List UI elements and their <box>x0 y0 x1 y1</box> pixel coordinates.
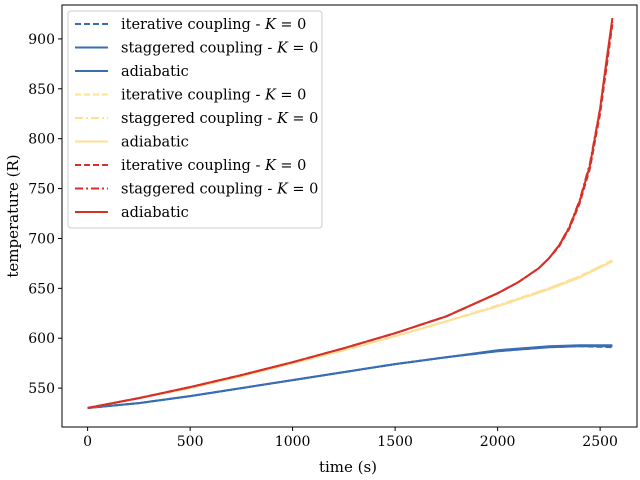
x-tick-label: 2000 <box>480 434 516 450</box>
legend-label: adiabatic <box>121 205 189 221</box>
x-tick-label: 1500 <box>377 434 413 450</box>
x-tick-label: 2500 <box>582 434 618 450</box>
y-tick-label: 850 <box>28 82 55 98</box>
legend-label: staggered coupling - K = 0 <box>121 111 318 127</box>
legend-label: iterative coupling - K = 0 <box>121 158 306 174</box>
y-tick-label: 900 <box>28 32 55 48</box>
legend-label: staggered coupling - K = 0 <box>121 41 318 57</box>
legend-label: staggered coupling - K = 0 <box>121 182 318 198</box>
x-tick-label: 500 <box>177 434 204 450</box>
axis-ticks: 0 500 1000 1500 2000 2500 550 600 650 700 750 800 85… <box>28 32 618 450</box>
legend-label: adiabatic <box>121 64 189 80</box>
y-tick-label: 700 <box>28 231 55 247</box>
series-line-3 <box>87 345 613 409</box>
y-tick-label: 750 <box>28 182 55 198</box>
y-tick-label: 600 <box>28 331 55 347</box>
series-line-9 <box>87 17 614 409</box>
x-axis-title: time (s) <box>319 458 377 476</box>
series-line-5 <box>87 259 613 409</box>
x-tick-label: 1000 <box>275 434 311 450</box>
y-tick-label: 550 <box>28 381 55 397</box>
series-line-4 <box>87 259 613 409</box>
x-tick-label: 0 <box>83 434 92 450</box>
legend-frame <box>67 10 323 229</box>
legend-label: iterative coupling - K = 0 <box>121 88 306 104</box>
legend-label: adiabatic <box>121 135 189 151</box>
y-tick-label: 650 <box>28 281 55 297</box>
legend: iterative coupling - K = 0 staggered coup… <box>67 10 323 229</box>
y-axis-title: temperature (R) <box>4 154 22 277</box>
legend-label: iterative coupling - K = 0 <box>121 17 306 33</box>
plot-frame <box>61 4 638 428</box>
y-tick-label: 800 <box>28 132 55 148</box>
series-line-6 <box>87 260 613 409</box>
series-lines <box>87 17 614 409</box>
